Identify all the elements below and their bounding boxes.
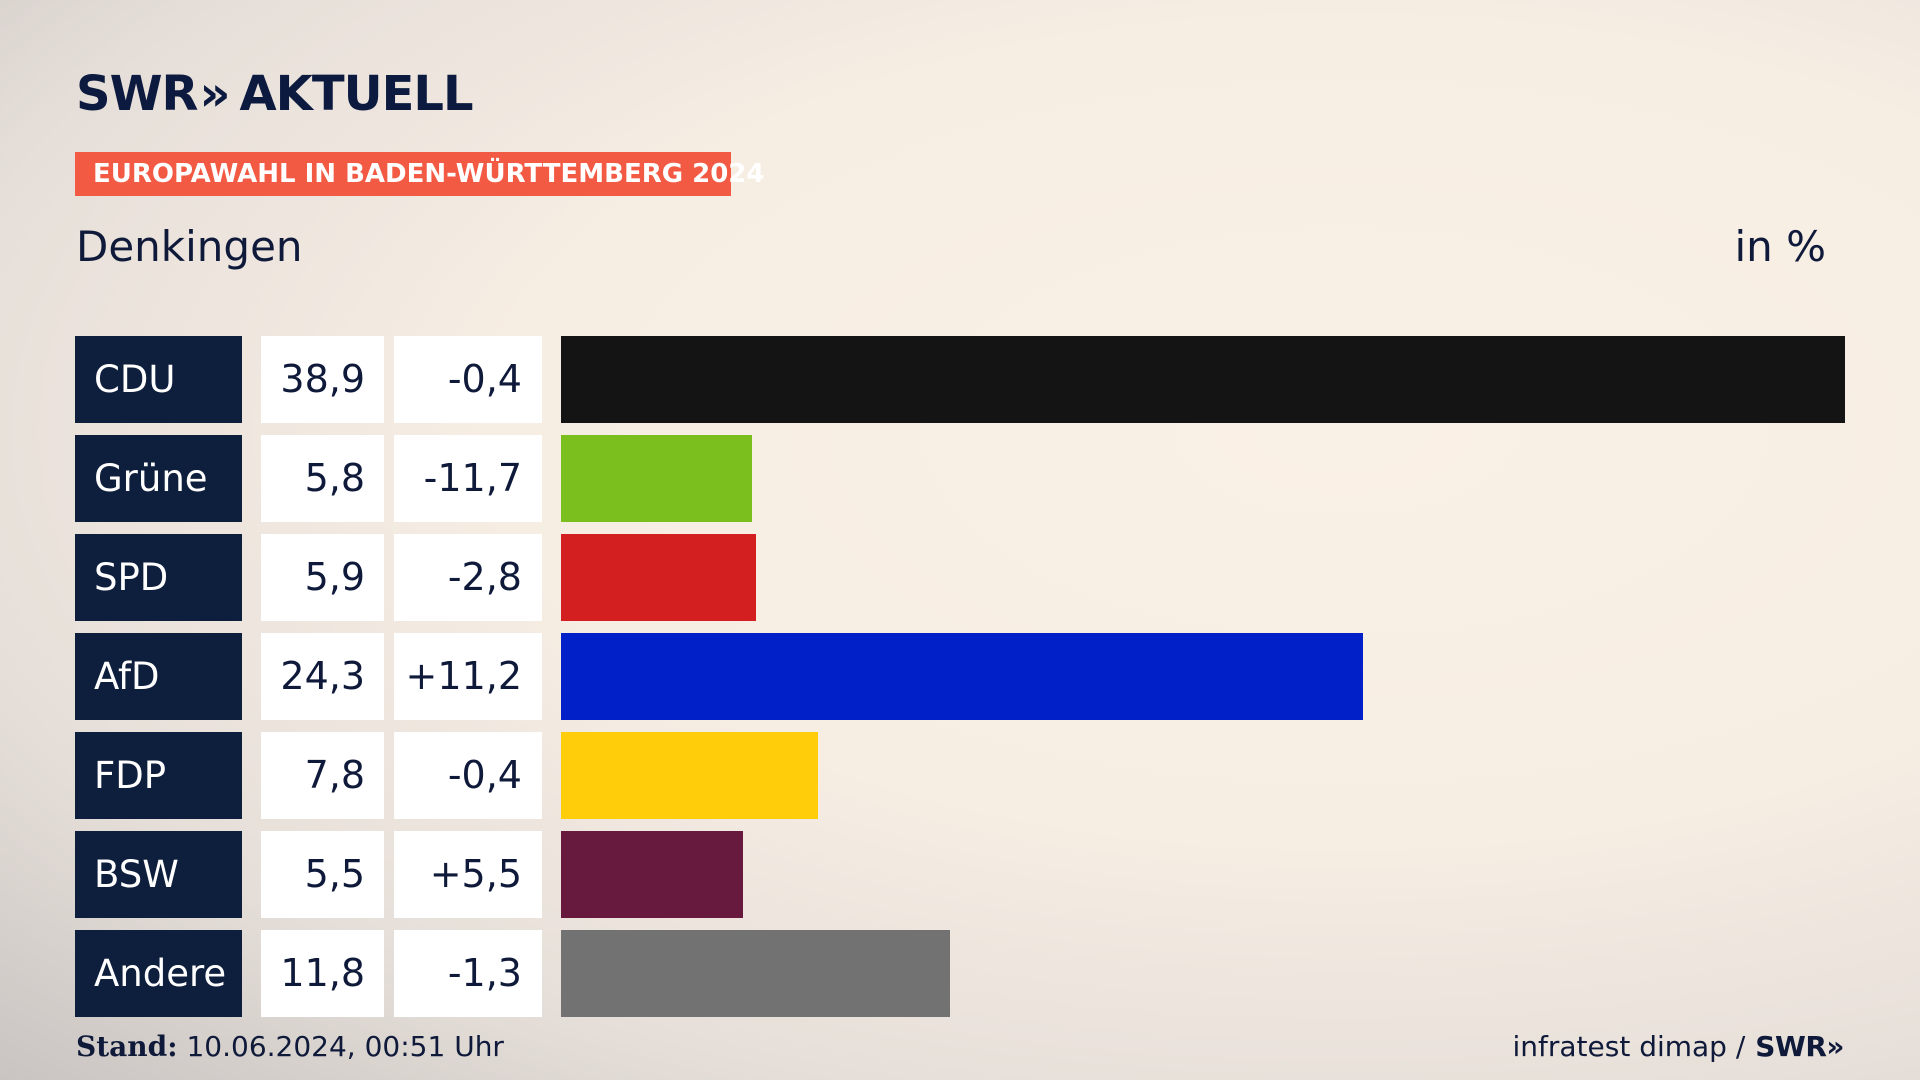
vote-share: 24,3 bbox=[261, 633, 384, 720]
party-label: BSW bbox=[75, 831, 242, 918]
vote-share: 11,8 bbox=[261, 930, 384, 1017]
vote-change: -1,3 bbox=[394, 930, 542, 1017]
result-bar bbox=[561, 732, 818, 819]
party-label: Andere bbox=[75, 930, 242, 1017]
election-badge: EUROPAWAHL IN BADEN-WÜRTTEMBERG 2024 bbox=[75, 152, 764, 196]
stand-label: Stand: bbox=[76, 1030, 178, 1063]
vote-change: -11,7 bbox=[394, 435, 542, 522]
result-row: Andere 11,8 -1,3 bbox=[75, 930, 1845, 1017]
result-row: AfD 24,3 +11,2 bbox=[75, 633, 1845, 720]
party-label: Grüne bbox=[75, 435, 242, 522]
result-bar bbox=[561, 633, 1363, 720]
brand-aktuell: AKTUELL bbox=[239, 66, 474, 122]
swr-small-logo: SWR» bbox=[1755, 1030, 1844, 1063]
vote-change: -0,4 bbox=[394, 336, 542, 423]
party-label: SPD bbox=[75, 534, 242, 621]
party-label: CDU bbox=[75, 336, 242, 423]
party-label: AfD bbox=[75, 633, 242, 720]
chevrons-icon: » bbox=[199, 66, 230, 122]
result-row: SPD 5,9 -2,8 bbox=[75, 534, 1845, 621]
source-text: infratest dimap / bbox=[1512, 1030, 1746, 1063]
vote-share: 38,9 bbox=[261, 336, 384, 423]
result-bar bbox=[561, 336, 1845, 423]
vote-share: 5,9 bbox=[261, 534, 384, 621]
result-bar bbox=[561, 435, 752, 522]
vote-change: +11,2 bbox=[394, 633, 542, 720]
result-bar bbox=[561, 534, 756, 621]
result-row: BSW 5,5 +5,5 bbox=[75, 831, 1845, 918]
unit-label: in % bbox=[1734, 222, 1826, 271]
vote-share: 5,8 bbox=[261, 435, 384, 522]
vote-change: +5,5 bbox=[394, 831, 542, 918]
result-bar bbox=[561, 930, 950, 1017]
result-row: Grüne 5,8 -11,7 bbox=[75, 435, 1845, 522]
vote-share: 5,5 bbox=[261, 831, 384, 918]
party-label: FDP bbox=[75, 732, 242, 819]
stand-value: 10.06.2024, 00:51 Uhr bbox=[186, 1030, 504, 1063]
vote-change: -0,4 bbox=[394, 732, 542, 819]
source-credit: infratest dimap / SWR» bbox=[1512, 1030, 1844, 1063]
result-row: CDU 38,9 -0,4 bbox=[75, 336, 1845, 423]
vote-share: 7,8 bbox=[261, 732, 384, 819]
timestamp: Stand: 10.06.2024, 00:51 Uhr bbox=[76, 1030, 504, 1063]
swr-aktuell-logo: SWR » AKTUELL bbox=[76, 66, 474, 122]
result-row: FDP 7,8 -0,4 bbox=[75, 732, 1845, 819]
brand-swr: SWR bbox=[76, 66, 198, 122]
region-title: Denkingen bbox=[76, 222, 303, 271]
vote-change: -2,8 bbox=[394, 534, 542, 621]
result-bar bbox=[561, 831, 743, 918]
